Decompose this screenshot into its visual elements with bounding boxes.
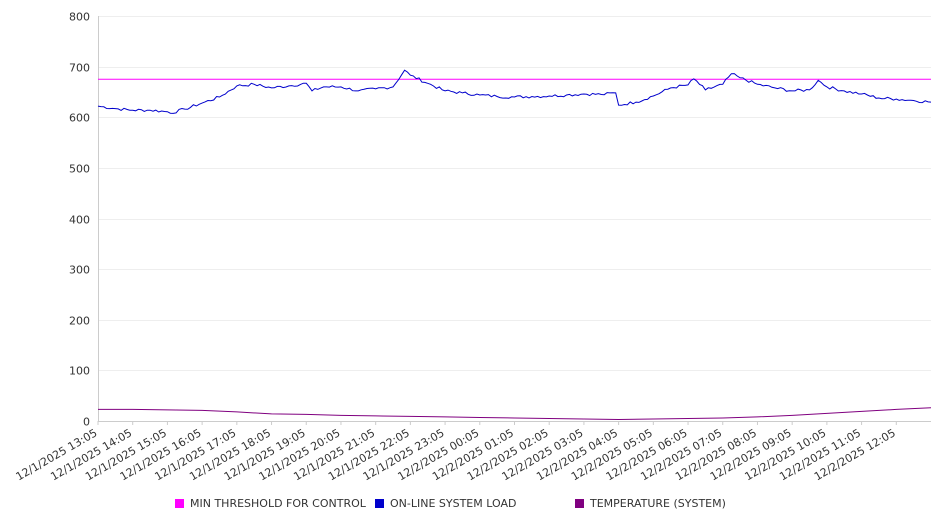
legend-item-temperature[interactable]: TEMPERATURE (SYSTEM) (575, 497, 726, 510)
legend-label-temperature: TEMPERATURE (SYSTEM) (590, 497, 726, 510)
y-tick-label: 500 (69, 163, 90, 176)
y-tick-label: 800 (69, 11, 90, 24)
y-axis-ticks: 0 100 200 300 400 500 600 700 800 (69, 11, 90, 429)
legend-label-system-load: ON-LINE SYSTEM LOAD (390, 497, 517, 510)
legend-swatch-system-load (375, 499, 384, 508)
series-system-load-line (97, 69, 932, 114)
line-chart: 0 100 200 300 400 500 600 700 800 12/1/2025 13:0… (14, 11, 932, 483)
legend-label-min-threshold: MIN THRESHOLD FOR CONTROL (190, 497, 366, 510)
series-lines (97, 69, 932, 421)
y-tick-label: 100 (69, 365, 90, 378)
y-tick-label: 0 (83, 416, 90, 429)
legend-item-system-load[interactable]: ON-LINE SYSTEM LOAD (375, 497, 516, 510)
axes (98, 16, 931, 422)
y-tick-label: 200 (69, 315, 90, 328)
y-tick-label: 700 (69, 62, 90, 75)
grid-lines (98, 16, 931, 371)
y-tick-label: 400 (69, 214, 90, 227)
y-tick-label: 300 (69, 264, 90, 277)
legend-swatch-min-threshold (175, 499, 184, 508)
legend-swatch-temperature (575, 499, 584, 508)
y-tick-label: 600 (69, 112, 90, 125)
legend: MIN THRESHOLD FOR CONTROL ON-LINE SYSTEM… (0, 497, 946, 515)
series-temperature-line (98, 407, 932, 421)
legend-item-min-threshold[interactable]: MIN THRESHOLD FOR CONTROL (175, 497, 366, 510)
